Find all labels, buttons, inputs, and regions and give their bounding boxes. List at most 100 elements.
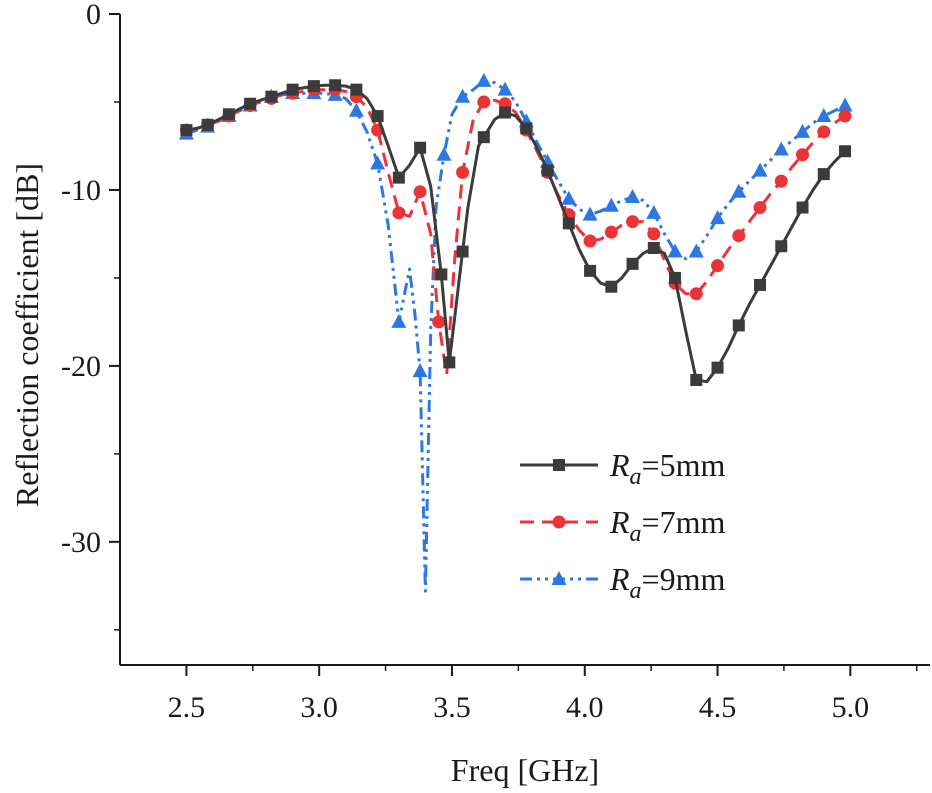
- data-point: [477, 95, 491, 109]
- data-point: [603, 197, 619, 212]
- legend-label: Ra=5mm: [609, 447, 725, 490]
- data-point: [541, 164, 554, 177]
- data-point: [180, 124, 193, 137]
- legend-label: Ra=7mm: [609, 504, 725, 547]
- data-point: [286, 83, 299, 96]
- data-point: [605, 280, 618, 293]
- y-tick-label: -20: [61, 350, 101, 383]
- legend-subscript: a: [630, 578, 642, 604]
- series-5mm: [180, 79, 852, 386]
- data-point: [754, 278, 767, 291]
- data-point: [562, 217, 575, 230]
- legend-item-5mm: Ra=5mm: [520, 447, 725, 490]
- data-point: [582, 206, 598, 221]
- series-line: [185, 79, 846, 593]
- data-point: [371, 110, 384, 123]
- series-line: [186, 83, 847, 384]
- legend-value: =9mm: [642, 561, 726, 597]
- data-point: [667, 243, 683, 258]
- legend-item-7mm: Ra=7mm: [520, 504, 725, 547]
- data-point: [391, 313, 407, 328]
- data-point: [795, 123, 811, 138]
- data-point: [625, 188, 641, 203]
- data-point: [443, 356, 456, 369]
- series-7mm: [179, 83, 852, 377]
- series-layer: [178, 72, 853, 593]
- data-point: [348, 102, 364, 117]
- y-tick-label: -30: [61, 526, 101, 559]
- data-point: [201, 118, 214, 131]
- data-point: [412, 363, 428, 378]
- y-tick-label: 0: [86, 0, 101, 31]
- series-9mm: [178, 72, 853, 593]
- legend-subscript: a: [630, 521, 642, 547]
- x-axis-title: Freq [GHz]: [451, 752, 599, 788]
- data-point: [307, 80, 320, 93]
- data-point: [647, 227, 661, 241]
- data-point: [731, 183, 747, 198]
- data-point: [689, 287, 703, 301]
- data-point: [647, 242, 660, 255]
- legend-label: Ra=9mm: [609, 561, 725, 604]
- data-point: [626, 257, 639, 270]
- data-point: [838, 109, 852, 123]
- data-point: [350, 83, 363, 96]
- legend-symbol: R: [609, 504, 630, 540]
- legend-value: =5mm: [642, 447, 726, 483]
- y-axis-title: Reflection coefficient [dB]: [9, 163, 45, 507]
- data-point: [775, 240, 788, 253]
- data-point: [752, 162, 768, 177]
- legend-marker: [552, 515, 566, 529]
- data-point: [476, 72, 492, 87]
- x-tick-label: 4.5: [699, 691, 737, 724]
- data-point: [690, 373, 703, 386]
- data-point: [711, 361, 724, 374]
- data-point: [392, 171, 405, 184]
- legend-symbol: R: [609, 447, 630, 483]
- data-point: [839, 145, 852, 158]
- data-point: [456, 165, 470, 179]
- data-point: [265, 90, 278, 103]
- data-point: [688, 243, 704, 258]
- legend-item-9mm: Ra=9mm: [520, 561, 725, 604]
- x-tick-label: 2.5: [168, 691, 206, 724]
- data-point: [456, 245, 469, 258]
- data-point: [732, 229, 746, 243]
- data-point: [646, 204, 662, 219]
- data-point: [796, 201, 809, 214]
- legend-subscript: a: [630, 464, 642, 490]
- data-point: [669, 271, 682, 284]
- data-point: [244, 97, 257, 110]
- data-point: [370, 155, 386, 170]
- x-tick-label: 3.0: [300, 691, 338, 724]
- data-point: [413, 185, 427, 199]
- data-point: [710, 210, 726, 225]
- data-point: [817, 125, 831, 139]
- data-point: [774, 174, 788, 188]
- data-point: [455, 88, 471, 103]
- data-point: [435, 268, 448, 281]
- data-point: [837, 97, 853, 112]
- data-point: [477, 131, 490, 144]
- data-point: [583, 234, 597, 248]
- y-tick-label: -10: [61, 174, 101, 207]
- legend-value: =7mm: [642, 504, 726, 540]
- data-point: [816, 108, 832, 123]
- data-point: [432, 315, 446, 329]
- data-point: [817, 168, 830, 181]
- x-tick-label: 3.5: [433, 691, 471, 724]
- data-point: [626, 215, 640, 229]
- data-point: [520, 122, 533, 135]
- data-point: [392, 206, 406, 220]
- legend-marker: [551, 571, 567, 585]
- data-point: [561, 190, 577, 205]
- series-line: [186, 88, 846, 377]
- legend-marker: [553, 459, 565, 471]
- data-point: [711, 259, 725, 273]
- data-point: [796, 148, 810, 162]
- data-point: [436, 146, 452, 161]
- x-tick-label: 4.0: [566, 691, 604, 724]
- data-point: [497, 81, 513, 96]
